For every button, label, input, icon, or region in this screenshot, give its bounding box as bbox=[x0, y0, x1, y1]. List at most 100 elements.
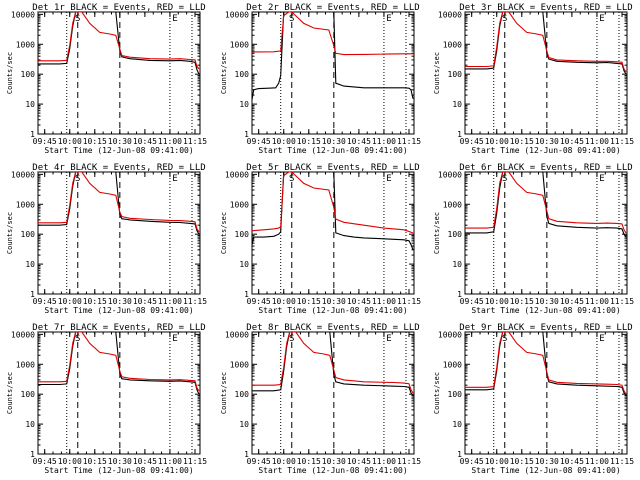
series-line-lld bbox=[38, 12, 200, 70]
marker-label: E bbox=[599, 14, 604, 24]
y-tick-label: 100 bbox=[235, 70, 250, 79]
y-tick-label: 1000 bbox=[16, 200, 35, 209]
x-tick-label: 11:15 bbox=[183, 137, 207, 146]
x-tick-label: 10:00 bbox=[485, 137, 509, 146]
y-tick-label: 100 bbox=[448, 230, 463, 239]
x-tick-label: 10:00 bbox=[272, 297, 296, 306]
y-tick-label: 10 bbox=[452, 420, 462, 429]
marker-label: E bbox=[172, 334, 177, 344]
x-axis-label: Start Time (12-Jun-08 09:41:00) bbox=[471, 146, 620, 155]
marker-label: S bbox=[502, 14, 507, 24]
y-tick-label: 100 bbox=[448, 70, 463, 79]
x-tick-label: 10:30 bbox=[108, 137, 132, 146]
y-tick-label: 10000 bbox=[438, 10, 462, 19]
x-tick-label: 11:00 bbox=[372, 297, 396, 306]
x-tick-label: 09:45 bbox=[33, 297, 57, 306]
x-tick-label: 11:15 bbox=[610, 137, 634, 146]
y-tick-label: 1 bbox=[457, 290, 462, 299]
y-tick-label: 100 bbox=[21, 70, 36, 79]
y-tick-label: 1000 bbox=[443, 200, 462, 209]
y-tick-label: 10000 bbox=[11, 330, 35, 339]
x-axis-label: Start Time (12-Jun-08 09:41:00) bbox=[471, 466, 620, 475]
panel-det-7r: 1 10 100 1000 10000 09:45 10:00 10:15 10:30 10:45… bbox=[6, 323, 207, 475]
marker-label: S bbox=[75, 14, 80, 24]
x-tick-label: 10:15 bbox=[83, 297, 107, 306]
y-tick-label: 1000 bbox=[230, 40, 249, 49]
x-tick-label: 11:15 bbox=[397, 457, 421, 466]
series-line-lld bbox=[252, 332, 414, 394]
x-tick-label: 10:15 bbox=[510, 297, 534, 306]
marker-label: E bbox=[599, 174, 604, 184]
x-tick-label: 10:45 bbox=[133, 137, 157, 146]
y-tick-label: 10 bbox=[239, 420, 249, 429]
panel-title: Det 7r BLACK = Events, RED = LLD bbox=[32, 323, 205, 333]
marker-label: S bbox=[75, 174, 80, 184]
panel-title: Det 4r BLACK = Events, RED = LLD bbox=[32, 163, 205, 173]
x-tick-label: 10:45 bbox=[347, 457, 371, 466]
y-tick-label: 10 bbox=[25, 260, 35, 269]
x-tick-label: 10:00 bbox=[272, 457, 296, 466]
y-tick-label: 10 bbox=[452, 260, 462, 269]
x-tick-label: 09:45 bbox=[460, 137, 484, 146]
y-tick-label: 1 bbox=[244, 130, 249, 139]
x-tick-label: 09:45 bbox=[33, 457, 57, 466]
x-axis-label: Start Time (12-Jun-08 09:41:00) bbox=[44, 306, 193, 315]
x-tick-label: 10:30 bbox=[535, 297, 559, 306]
y-tick-label: 10000 bbox=[11, 10, 35, 19]
y-tick-label: 1 bbox=[30, 290, 35, 299]
plot-frame bbox=[464, 331, 628, 455]
x-tick-label: 09:45 bbox=[460, 297, 484, 306]
x-axis-label: Start Time (12-Jun-08 09:41:00) bbox=[258, 306, 407, 315]
plot-frame bbox=[37, 171, 201, 295]
y-tick-label: 10000 bbox=[225, 10, 249, 19]
panel-det-8r: 1 10 100 1000 10000 09:45 10:00 10:15 10:30 10:45… bbox=[220, 323, 421, 475]
x-tick-label: 11:15 bbox=[183, 297, 207, 306]
x-tick-label: 10:00 bbox=[485, 457, 509, 466]
series-line-lld bbox=[465, 12, 627, 73]
x-tick-label: 10:45 bbox=[347, 297, 371, 306]
x-tick-label: 11:00 bbox=[372, 137, 396, 146]
y-tick-label: 100 bbox=[235, 390, 250, 399]
marker-label: E bbox=[386, 334, 391, 344]
y-tick-label: 10 bbox=[452, 100, 462, 109]
panel-title: Det 9r BLACK = Events, RED = LLD bbox=[459, 323, 632, 333]
x-tick-label: 09:45 bbox=[247, 457, 271, 466]
x-tick-label: 10:15 bbox=[510, 137, 534, 146]
x-tick-label: 10:45 bbox=[133, 457, 157, 466]
y-tick-label: 1000 bbox=[16, 360, 35, 369]
marker-label: E bbox=[172, 14, 177, 24]
series-line-lld bbox=[465, 332, 627, 395]
y-tick-label: 10 bbox=[239, 260, 249, 269]
panel-title: Det 6r BLACK = Events, RED = LLD bbox=[459, 163, 632, 173]
y-axis-label: Counts/sec bbox=[433, 52, 441, 94]
y-axis-label: Counts/sec bbox=[220, 212, 228, 254]
marker-label: S bbox=[502, 334, 507, 344]
y-tick-label: 10000 bbox=[11, 170, 35, 179]
marker-label: E bbox=[599, 334, 604, 344]
panel-det-6r: 1 10 100 1000 10000 09:45 10:00 10:15 10:30 10:45… bbox=[433, 163, 634, 315]
x-tick-label: 10:15 bbox=[297, 137, 321, 146]
marker-label: E bbox=[386, 14, 391, 24]
series-line-events bbox=[252, 12, 414, 102]
panel-det-4r: 1 10 100 1000 10000 09:45 10:00 10:15 10:30 10:45… bbox=[6, 163, 207, 315]
x-tick-label: 10:45 bbox=[560, 137, 584, 146]
x-tick-label: 09:45 bbox=[247, 297, 271, 306]
x-axis-label: Start Time (12-Jun-08 09:41:00) bbox=[44, 146, 193, 155]
x-tick-label: 10:30 bbox=[535, 457, 559, 466]
panel-det-2r: 1 10 100 1000 10000 09:45 10:00 10:15 10:30 10:45… bbox=[220, 3, 421, 155]
x-axis-label: Start Time (12-Jun-08 09:41:00) bbox=[258, 466, 407, 475]
x-tick-label: 10:30 bbox=[322, 457, 346, 466]
y-tick-label: 1 bbox=[30, 450, 35, 459]
x-tick-label: 11:00 bbox=[585, 457, 609, 466]
x-tick-label: 10:15 bbox=[83, 137, 107, 146]
x-tick-label: 09:45 bbox=[247, 137, 271, 146]
plot-frame bbox=[251, 11, 415, 135]
y-axis-label: Counts/sec bbox=[220, 52, 228, 94]
panel-title: Det 1r BLACK = Events, RED = LLD bbox=[32, 3, 205, 13]
x-tick-label: 10:45 bbox=[133, 297, 157, 306]
x-tick-label: 10:30 bbox=[322, 297, 346, 306]
x-tick-label: 10:15 bbox=[510, 457, 534, 466]
marker-label: E bbox=[386, 174, 391, 184]
